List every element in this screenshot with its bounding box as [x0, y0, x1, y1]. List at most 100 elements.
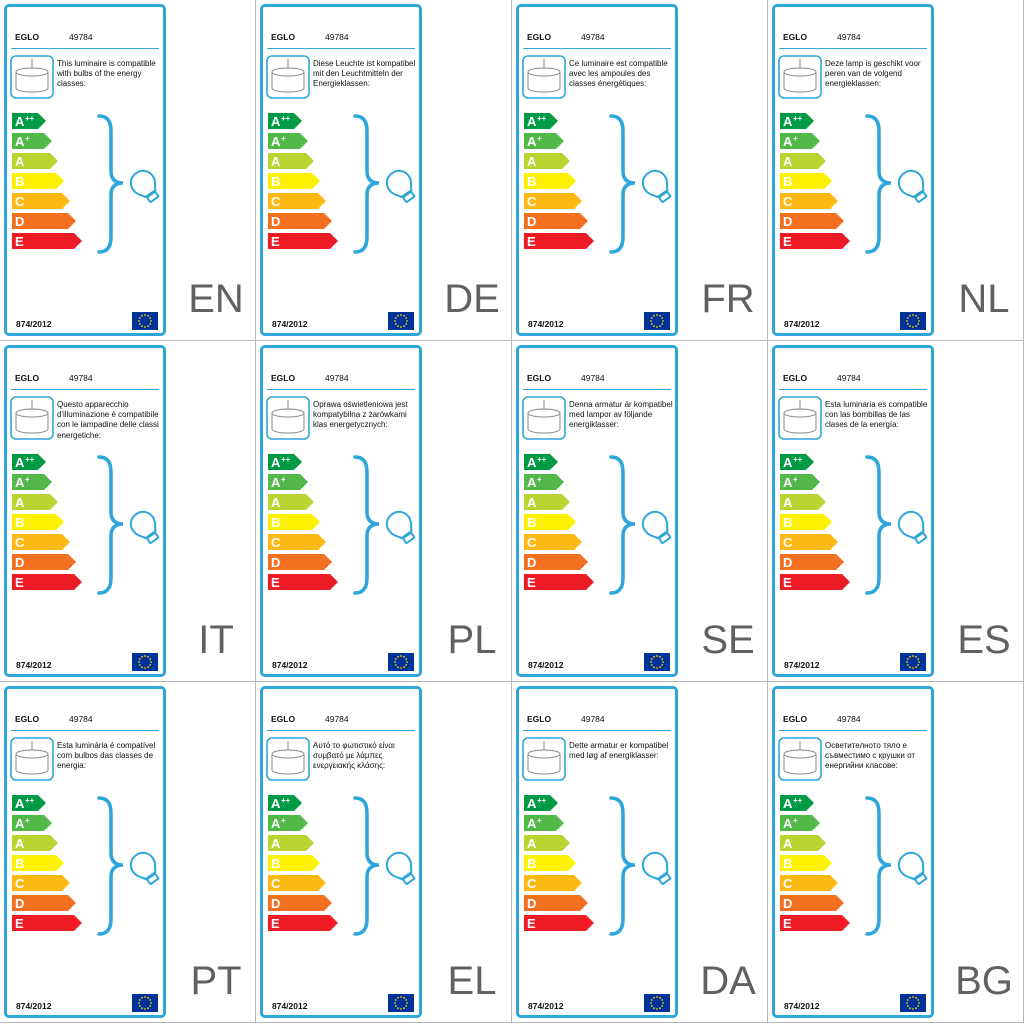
svg-text:+: + [793, 475, 798, 484]
energy-class-a-plus-plus: A ++ [524, 454, 558, 470]
header-divider [267, 48, 415, 49]
energy-class-scale: A ++ A + A B C D E [10, 453, 90, 600]
pendant-lamp-icon [10, 55, 54, 104]
brand-name: EGLO [271, 714, 296, 724]
header-divider [779, 389, 927, 390]
language-cell-pt: EGLO 49784 Esta luminária é compatível com… [0, 682, 256, 1023]
header-divider [267, 389, 415, 390]
pendant-lamp-icon [522, 396, 566, 445]
eu-flag-icon [644, 653, 670, 676]
svg-text:D: D [271, 555, 280, 570]
svg-text:++: ++ [25, 114, 35, 123]
svg-text:C: C [783, 194, 793, 209]
svg-text:B: B [783, 174, 792, 189]
energy-class-c: C [12, 193, 70, 209]
svg-text:D: D [15, 555, 24, 570]
energy-label: EGLO 49784 Denna armatur är kompatibel med… [516, 345, 678, 677]
energy-class-e: E [524, 574, 594, 590]
energy-class-b: B [268, 514, 320, 530]
language-code: EL [447, 959, 497, 1003]
energy-class-a: A [268, 153, 314, 169]
svg-text:D: D [15, 214, 24, 229]
pendant-lamp-icon [266, 55, 310, 104]
compatibility-text: Deze lamp is geschikt voor peren van de … [825, 59, 921, 89]
bulb-icon [897, 851, 928, 885]
svg-text:D: D [783, 555, 792, 570]
svg-text:C: C [271, 535, 281, 550]
svg-text:C: C [15, 194, 25, 209]
model-number: 49784 [581, 714, 605, 724]
energy-class-c: C [524, 875, 582, 891]
model-number: 49784 [325, 714, 349, 724]
brace-icon [861, 113, 931, 260]
energy-class-d: D [12, 895, 76, 911]
eu-flag-icon [132, 994, 158, 1017]
svg-text:A: A [271, 495, 281, 510]
energy-class-a-plus-plus: A ++ [268, 454, 302, 470]
bulb-icon [897, 510, 928, 544]
regulation-number: 874/2012 [16, 319, 52, 329]
svg-text:C: C [271, 194, 281, 209]
brand-name: EGLO [527, 32, 552, 42]
energy-class-a-plus: A + [268, 474, 308, 490]
regulation-number: 874/2012 [784, 660, 820, 670]
svg-text:A: A [15, 495, 25, 510]
brace-icon [349, 795, 419, 942]
energy-class-e: E [524, 233, 594, 249]
energy-class-d: D [268, 213, 332, 229]
svg-text:D: D [15, 896, 24, 911]
brand-name: EGLO [527, 373, 552, 383]
model-number: 49784 [69, 32, 93, 42]
brace-icon [605, 113, 675, 260]
energy-class-d: D [780, 895, 844, 911]
eu-flag-icon [132, 653, 158, 676]
pendant-lamp-icon [778, 55, 822, 104]
energy-class-c: C [268, 534, 326, 550]
bulb-icon [641, 851, 672, 885]
energy-class-a: A [780, 494, 826, 510]
regulation-number: 874/2012 [784, 319, 820, 329]
language-cell-el: EGLO 49784 Αυτό το φωτιστικό είναι συμβατό… [256, 682, 512, 1023]
brand-name: EGLO [15, 32, 40, 42]
svg-text:+: + [281, 134, 286, 143]
pendant-lamp-icon [10, 396, 54, 445]
energy-class-a-plus-plus: A ++ [780, 113, 814, 129]
svg-text:E: E [783, 916, 792, 931]
energy-class-e: E [268, 233, 338, 249]
svg-text:++: ++ [281, 114, 291, 123]
energy-class-scale: A ++ A + A B C D E [778, 453, 858, 600]
model-number: 49784 [325, 373, 349, 383]
svg-text:C: C [271, 876, 281, 891]
model-number: 49784 [837, 714, 861, 724]
energy-class-a-plus: A + [780, 474, 820, 490]
svg-text:+: + [281, 816, 286, 825]
svg-text:++: ++ [25, 455, 35, 464]
energy-class-a-plus-plus: A ++ [780, 454, 814, 470]
eu-flag-icon [132, 312, 158, 335]
brace-icon [349, 113, 419, 260]
svg-text:E: E [271, 916, 280, 931]
bulb-icon [385, 510, 416, 544]
language-code: DE [444, 277, 500, 321]
brand-name: EGLO [271, 32, 296, 42]
svg-text:A: A [527, 455, 537, 470]
svg-text:++: ++ [537, 114, 547, 123]
regulation-number: 874/2012 [16, 660, 52, 670]
energy-class-a-plus: A + [12, 133, 52, 149]
svg-text:A: A [783, 836, 793, 851]
energy-class-c: C [268, 875, 326, 891]
svg-text:E: E [15, 916, 24, 931]
compatibility-text: Diese Leuchte ist kompatibel mit den Leu… [313, 59, 416, 89]
energy-class-scale: A ++ A + A B C D E [522, 794, 602, 941]
svg-text:A: A [15, 455, 25, 470]
energy-class-a-plus-plus: A ++ [780, 795, 814, 811]
energy-class-b: B [780, 514, 832, 530]
energy-class-d: D [268, 895, 332, 911]
svg-text:A: A [15, 114, 25, 129]
energy-class-a-plus-plus: A ++ [12, 113, 46, 129]
model-number: 49784 [837, 32, 861, 42]
brand-name: EGLO [15, 373, 40, 383]
pendant-lamp-icon [266, 396, 310, 445]
svg-text:E: E [271, 234, 280, 249]
energy-class-a-plus-plus: A ++ [524, 113, 558, 129]
